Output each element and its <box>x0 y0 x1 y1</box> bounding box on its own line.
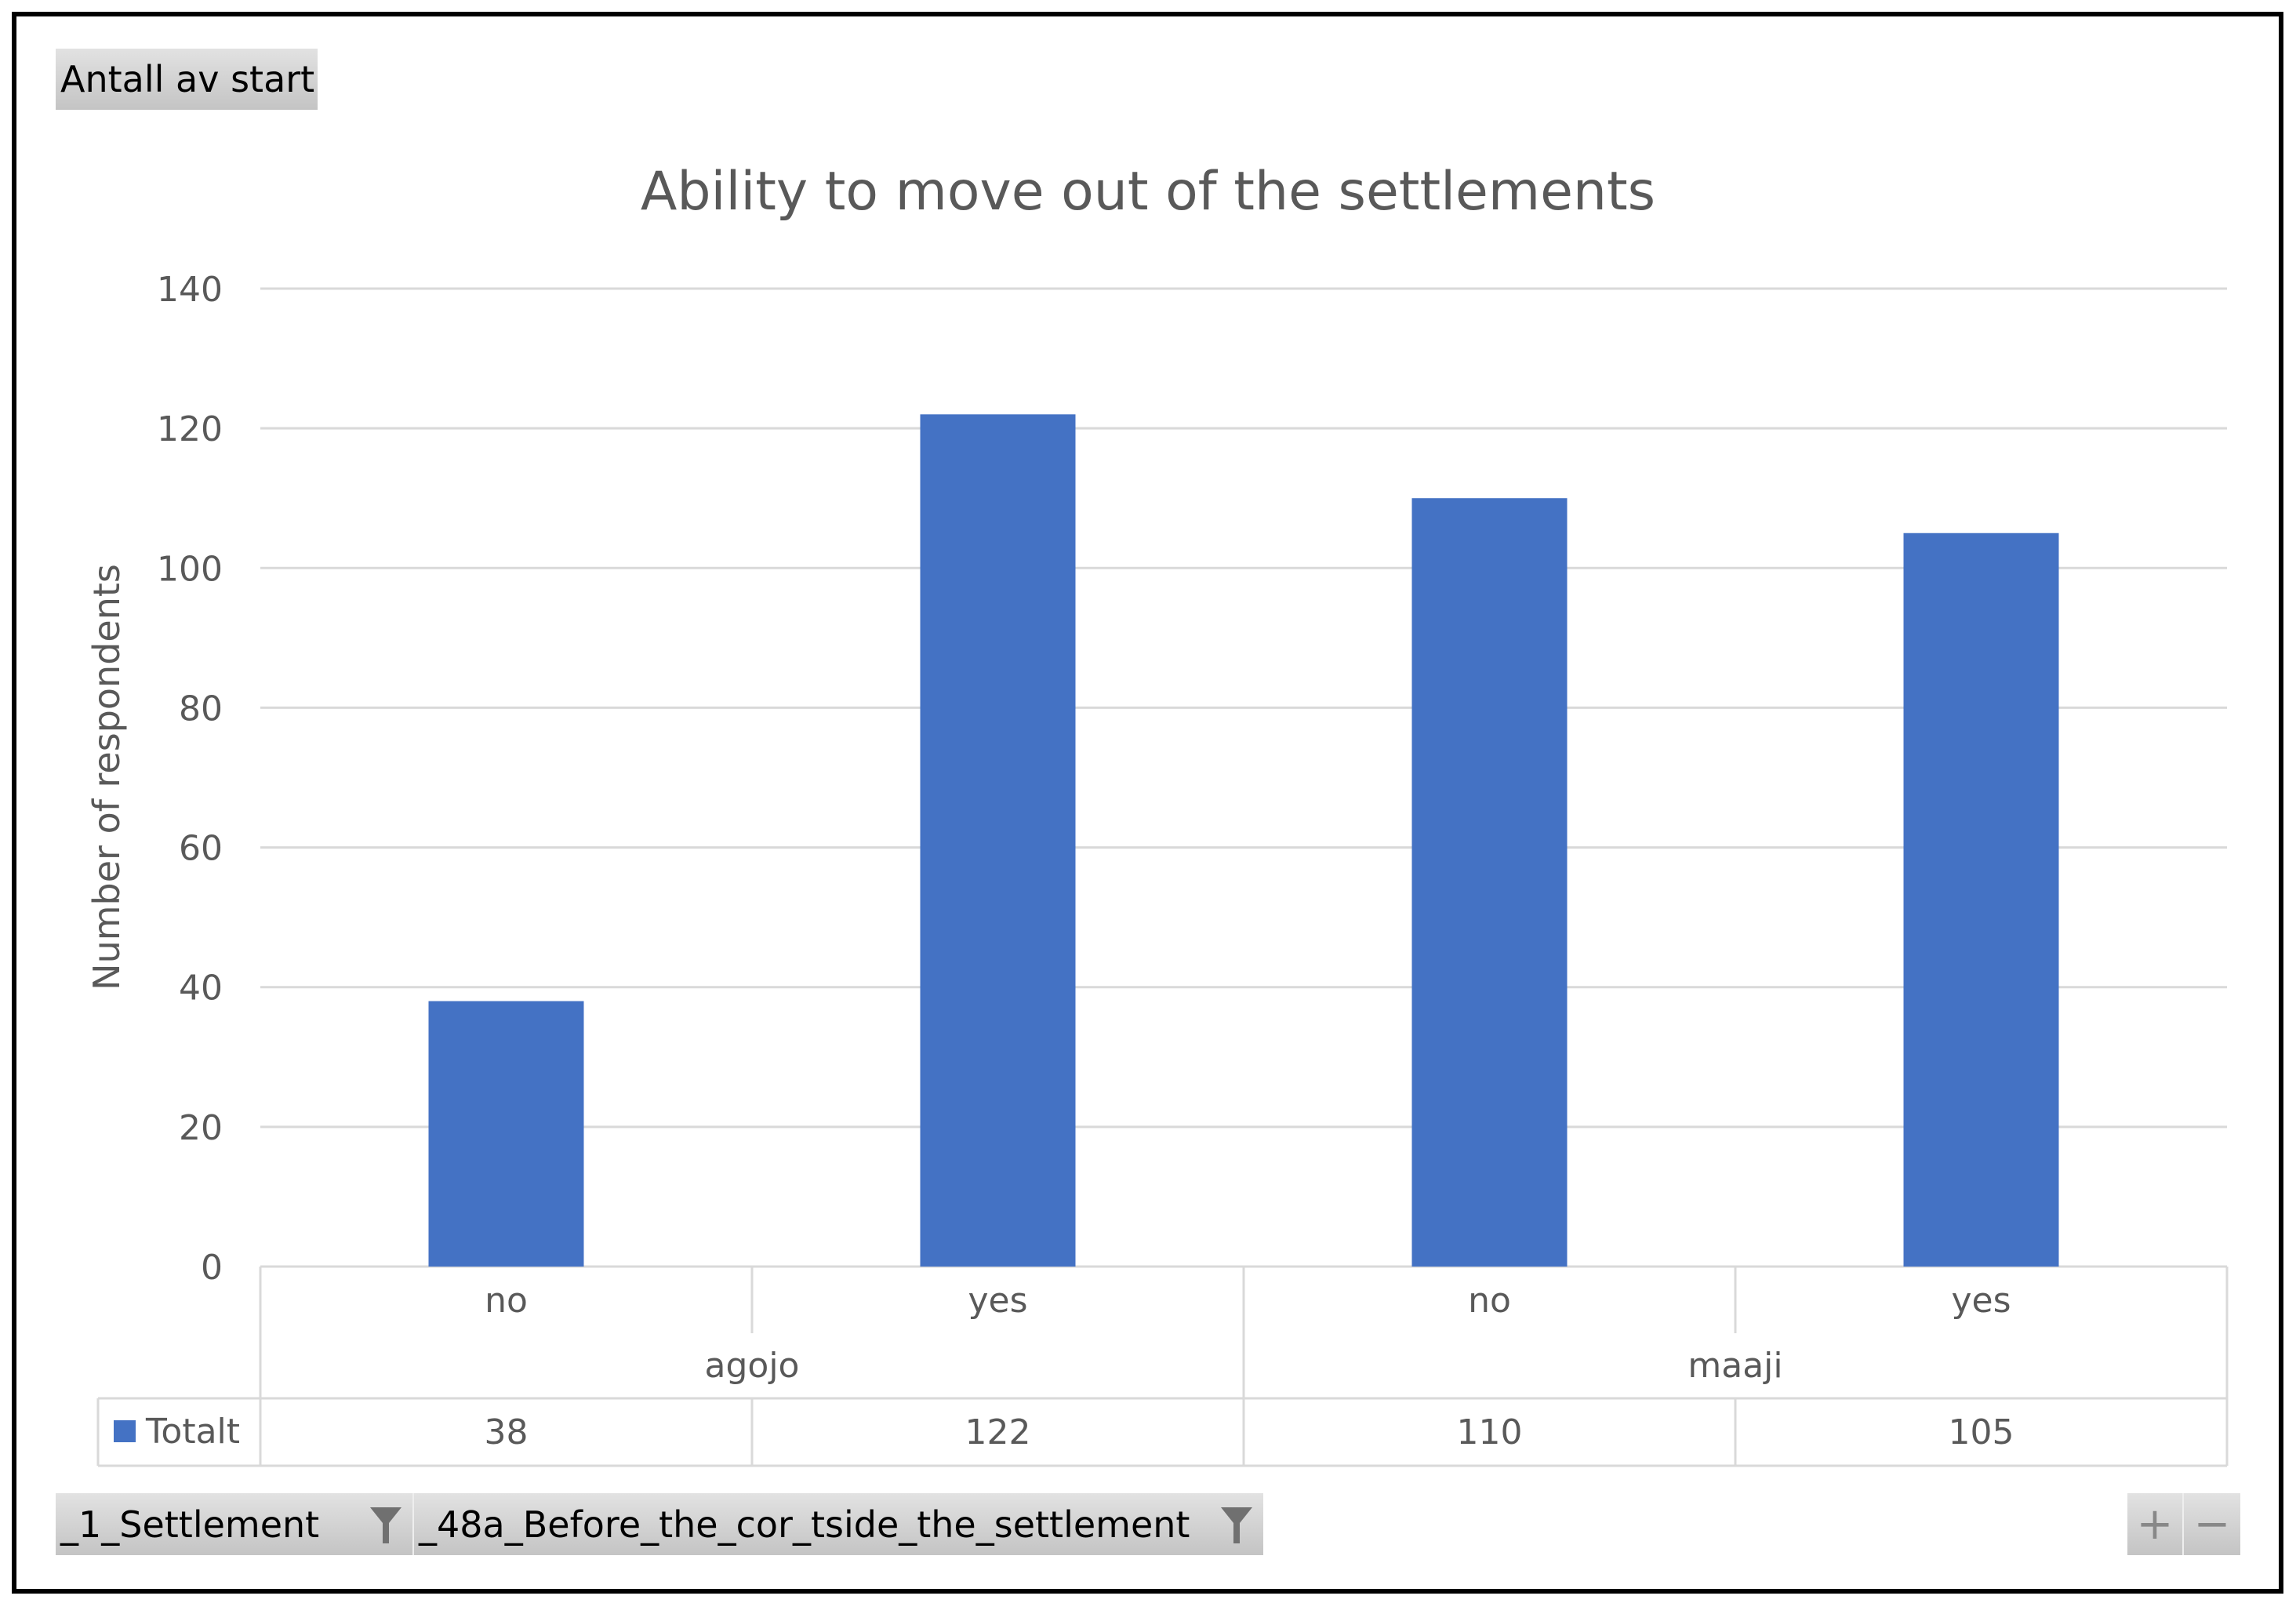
collapse-field-button[interactable]: − <box>2184 1493 2240 1555</box>
filter-button-label: _48a_Before_the_cor_tside_the_settlement <box>419 1503 1190 1546</box>
plus-icon: + <box>2136 1499 2174 1550</box>
data-table-value: 105 <box>1949 1412 2014 1452</box>
data-table-value: 110 <box>1457 1412 1523 1452</box>
chart-title: Ability to move out of the settlements <box>641 161 1655 223</box>
filter-button-label: _1_Settlement <box>60 1503 320 1546</box>
filter-button-settlement[interactable]: _1_Settlement <box>56 1493 414 1555</box>
y-tick-label: 100 <box>157 549 223 589</box>
x-category-label: yes <box>1951 1281 2011 1321</box>
bar <box>428 1001 584 1267</box>
y-tick-label: 60 <box>179 829 223 869</box>
value-field-button[interactable]: Antall av start <box>56 49 318 110</box>
bar <box>1411 498 1568 1267</box>
minus-icon: − <box>2193 1499 2231 1550</box>
filter-icon <box>1221 1507 1252 1543</box>
y-axis-label: Number of respondents <box>85 564 128 991</box>
x-category-label: yes <box>968 1281 1027 1321</box>
filter-icon <box>370 1507 401 1543</box>
y-tick-label: 140 <box>157 270 223 310</box>
y-tick-label: 40 <box>179 969 223 1009</box>
filter-button-before[interactable]: _48a_Before_the_cor_tside_the_settlement <box>414 1493 1263 1555</box>
bar <box>1903 533 2059 1267</box>
bar <box>920 414 1076 1267</box>
expand-field-button[interactable]: + <box>2127 1493 2184 1555</box>
y-tick-label: 120 <box>157 409 223 449</box>
data-table-value: 122 <box>965 1412 1031 1452</box>
y-tick-label: 80 <box>179 689 223 729</box>
x-category-label: no <box>485 1281 528 1321</box>
value-field-label: Antall av start <box>60 58 315 100</box>
x-group-label: agojo <box>705 1346 800 1386</box>
legend-label: Totalt <box>145 1412 240 1452</box>
y-tick-label: 0 <box>201 1248 223 1288</box>
legend-swatch <box>114 1420 136 1442</box>
x-category-label: no <box>1468 1281 1511 1321</box>
y-tick-label: 20 <box>179 1108 223 1148</box>
data-table-value: 38 <box>485 1412 529 1452</box>
x-group-label: maaji <box>1687 1346 1782 1386</box>
